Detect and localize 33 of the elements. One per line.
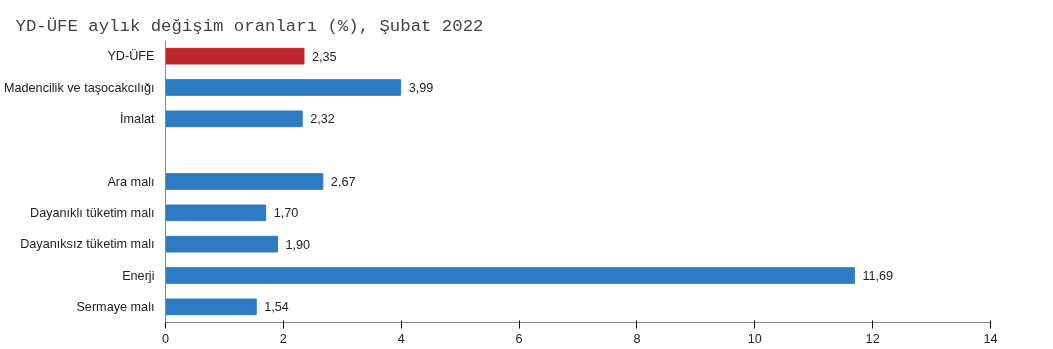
bar — [165, 47, 305, 65]
data-label: 1,70 — [273, 206, 299, 221]
x-tick-label: 14 — [983, 331, 998, 346]
y-tick-label: Dayanıksız tüketim malı — [20, 237, 155, 252]
x-tick-label: 12 — [865, 331, 880, 346]
y-tick-label: Ara malı — [107, 174, 155, 189]
x-tick-label: 4 — [397, 331, 405, 346]
bar — [165, 204, 267, 222]
data-label: 11,69 — [862, 269, 894, 283]
y-tick-label: İmalat — [120, 111, 155, 126]
bar — [165, 79, 402, 96]
bar — [165, 235, 278, 253]
data-label: 1,54 — [264, 300, 289, 315]
bar — [165, 110, 303, 128]
x-tick-label: 8 — [633, 331, 641, 346]
x-tick-label: 6 — [515, 331, 523, 346]
y-tick-label: YD-ÜFE — [107, 49, 155, 64]
bar — [165, 298, 257, 316]
data-label: 3,99 — [408, 81, 434, 95]
y-tick-label: Dayanıklı tüketim malı — [30, 205, 155, 220]
data-label: 1,90 — [285, 237, 311, 252]
data-label: 2,35 — [311, 49, 337, 64]
x-tick-label: 0 — [161, 331, 170, 346]
y-tick-label: Sermaye malı — [76, 299, 155, 314]
x-tick-label: 2 — [279, 331, 287, 346]
data-label: 2,32 — [310, 112, 335, 127]
bar — [165, 173, 324, 190]
data-label: 2,67 — [330, 175, 356, 189]
chart-title: YD-ÜFE aylık değişim oranları (%), Şubat 2022 — [15, 16, 484, 36]
y-tick-label: Enerji — [122, 268, 155, 283]
bar — [165, 267, 855, 284]
y-tick-label: Madencilik ve taşocakcılığı — [3, 80, 155, 95]
x-tick-label: 10 — [747, 331, 762, 346]
